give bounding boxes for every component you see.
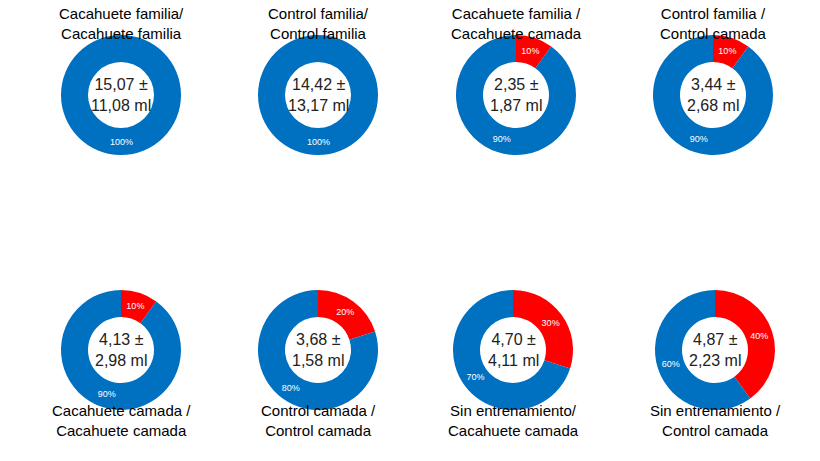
svg-text:60%: 60%	[662, 359, 680, 369]
svg-text:10%: 10%	[126, 301, 144, 311]
svg-text:Control familia /Control camad: Control familia /Control camada	[660, 5, 767, 42]
svg-text:Control camada /Control camada: Control camada /Control camada	[261, 402, 376, 439]
svg-text:80%: 80%	[282, 383, 300, 393]
svg-text:4,70 ±4,11 ml: 4,70 ±4,11 ml	[488, 331, 539, 369]
svg-text:90%: 90%	[690, 134, 708, 144]
svg-text:Control familia/Control famili: Control familia/Control familia	[268, 5, 369, 42]
svg-text:70%: 70%	[466, 372, 484, 382]
svg-text:90%: 90%	[98, 389, 116, 399]
svg-text:40%: 40%	[750, 331, 768, 341]
svg-text:100%: 100%	[110, 137, 133, 147]
svg-text:2,35 ±1,87 ml: 2,35 ±1,87 ml	[490, 76, 542, 114]
svg-text:30%: 30%	[542, 318, 560, 328]
svg-text:Sin entrenamiento/Cacahuete ca: Sin entrenamiento/Cacahuete camada	[448, 402, 579, 439]
svg-text:Sin entrenamiento /Control cam: Sin entrenamiento /Control camada	[650, 402, 781, 439]
svg-text:15,07 ±11,08 ml: 15,07 ±11,08 ml	[91, 76, 151, 114]
svg-text:4,87 ±2,23 ml: 4,87 ±2,23 ml	[689, 331, 741, 369]
svg-text:10%: 10%	[521, 46, 539, 56]
svg-text:3,44 ±2,68 ml: 3,44 ±2,68 ml	[687, 76, 739, 114]
svg-text:3,68 ±1,58 ml: 3,68 ±1,58 ml	[292, 331, 344, 369]
svg-text:90%: 90%	[493, 134, 511, 144]
svg-text:14,42 ±13,17 ml: 14,42 ±13,17 ml	[288, 76, 349, 114]
svg-text:20%: 20%	[336, 307, 354, 317]
svg-text:100%: 100%	[307, 137, 330, 147]
svg-text:Cacahuete camada /Cacahuete ca: Cacahuete camada /Cacahuete camada	[52, 402, 191, 439]
svg-text:Cacahuete familia /Cacahuete c: Cacahuete familia /Cacahuete camada	[451, 5, 582, 42]
svg-text:Cacahuete familia/Cacahuete fa: Cacahuete familia/Cacahuete familia	[59, 5, 184, 42]
svg-text:4,13 ±2,98 ml: 4,13 ±2,98 ml	[95, 331, 147, 369]
svg-text:10%: 10%	[718, 46, 736, 56]
